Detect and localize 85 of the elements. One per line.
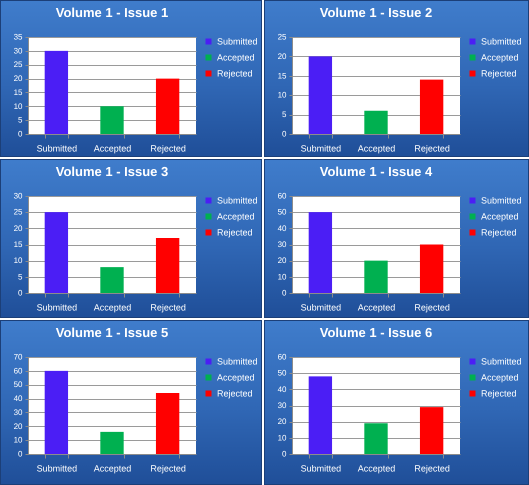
y-tick-label: 20 <box>14 224 24 233</box>
legend-label: Submitted <box>217 356 258 366</box>
x-tick-label: Submitted <box>36 464 78 474</box>
x-tick-label: Submitted <box>300 144 342 154</box>
y-tick-label: 25 <box>278 32 288 42</box>
y-tick-label: 15 <box>14 240 24 249</box>
x-tick-label: Rejected <box>414 464 450 474</box>
x-tick-label: Rejected <box>150 464 186 474</box>
y-tick-label: 30 <box>14 46 24 56</box>
legend-label: Accepted <box>217 52 255 62</box>
y-tick-label: 25 <box>14 60 24 70</box>
x-tick-label: Rejected <box>414 302 450 312</box>
y-tick-label: 0 <box>282 130 288 138</box>
y-tick-label: 40 <box>14 394 24 404</box>
y-tick-label: 0 <box>18 450 24 458</box>
legend-label: Submitted <box>217 36 258 46</box>
y-tick-label: 40 <box>278 224 288 233</box>
y-tick-label: 15 <box>278 71 288 80</box>
y-tick-label: 0 <box>282 450 288 458</box>
x-tick-label: Rejected <box>414 144 450 154</box>
y-tick-label: 10 <box>278 433 288 442</box>
x-tick-label: Accepted <box>358 144 396 154</box>
y-tick-label: 50 <box>14 380 24 390</box>
legend-label: Rejected <box>481 388 517 398</box>
x-tick-label: Accepted <box>94 464 132 474</box>
y-tick-label: 20 <box>278 417 288 426</box>
y-tick-label: 10 <box>278 272 288 282</box>
y-tick-label: 50 <box>278 368 288 378</box>
x-tick-label: Submitted <box>36 144 78 154</box>
y-tick-label: 0 <box>18 130 24 138</box>
legend-label: Rejected <box>217 68 253 78</box>
y-tick-label: 50 <box>278 208 288 217</box>
chart-title: Volume 1 - Issue 6 <box>320 325 432 340</box>
x-tick-label: Submitted <box>300 302 342 312</box>
x-tick-label: Accepted <box>358 464 396 474</box>
y-tick-label: 60 <box>278 192 288 200</box>
x-tick-label: Accepted <box>94 302 132 312</box>
legend-label: Rejected <box>217 388 253 398</box>
y-tick-label: 60 <box>14 366 24 376</box>
y-tick-label: 20 <box>278 256 288 266</box>
y-tick-label: 20 <box>14 422 24 431</box>
x-tick-label: Rejected <box>150 144 186 154</box>
chart-title: Volume 1 - Issue 2 <box>320 5 432 20</box>
y-tick-label: 60 <box>278 352 288 362</box>
legend-label: Accepted <box>217 372 255 382</box>
y-tick-label: 15 <box>14 88 24 97</box>
x-tick-label: Accepted <box>358 302 396 312</box>
y-tick-label: 20 <box>278 52 288 61</box>
y-tick-label: 30 <box>278 401 288 410</box>
y-tick-label: 20 <box>14 74 24 84</box>
legend-label: Accepted <box>217 212 255 222</box>
x-tick-label: Rejected <box>150 302 186 312</box>
chart-title: Volume 1 - Issue 4 <box>320 164 434 179</box>
x-tick-label: Accepted <box>94 144 132 154</box>
y-tick-label: 10 <box>14 256 24 266</box>
y-tick-label: 5 <box>18 116 24 125</box>
legend-label: Accepted <box>481 52 519 62</box>
y-tick-label: 40 <box>278 384 288 394</box>
y-tick-label: 10 <box>14 102 24 111</box>
y-tick-label: 25 <box>14 208 24 217</box>
y-tick-label: 30 <box>14 408 24 417</box>
y-tick-label: 0 <box>18 288 24 298</box>
legend-label: Rejected <box>217 228 253 238</box>
y-tick-label: 30 <box>278 240 288 249</box>
y-tick-label: 35 <box>14 32 24 42</box>
chart-title: Volume 1 - Issue 5 <box>56 325 168 340</box>
y-tick-label: 0 <box>282 288 288 298</box>
y-tick-label: 5 <box>282 110 288 120</box>
legend-label: Accepted <box>481 212 519 222</box>
x-tick-label: Submitted <box>300 464 342 474</box>
x-tick-label: Submitted <box>36 302 78 312</box>
legend-label: Submitted <box>217 196 258 206</box>
chart-title: Volume 1 - Issue 1 <box>56 5 168 20</box>
legend-label: Rejected <box>481 68 517 78</box>
legend-label: Rejected <box>481 228 517 238</box>
legend-label: Submitted <box>481 356 522 366</box>
y-tick-label: 10 <box>14 436 24 445</box>
y-tick-label: 5 <box>18 272 24 282</box>
y-tick-label: 10 <box>278 90 288 100</box>
legend-label: Submitted <box>481 36 522 46</box>
chart-title: Volume 1 - Issue 3 <box>56 164 168 179</box>
legend-label: Submitted <box>481 196 522 206</box>
y-tick-label: 70 <box>14 352 24 362</box>
y-tick-label: 30 <box>14 192 24 200</box>
legend-label: Accepted <box>481 372 519 382</box>
